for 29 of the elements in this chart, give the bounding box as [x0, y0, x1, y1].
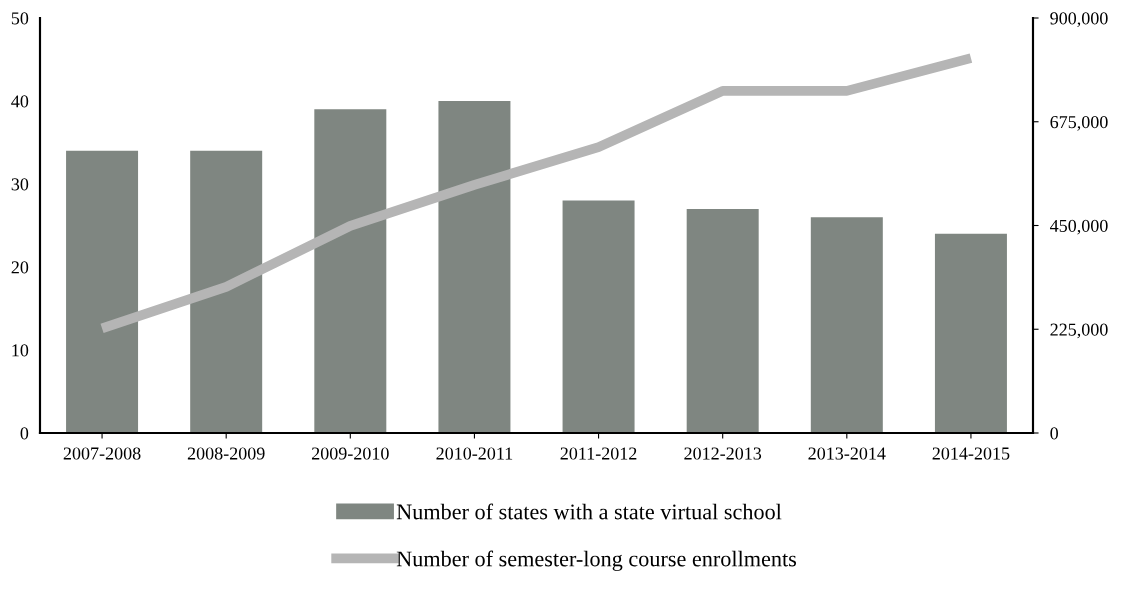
bar	[190, 150, 263, 433]
y2-tick-label: 675,000	[1050, 116, 1108, 131]
bar	[562, 200, 635, 433]
bar	[66, 150, 139, 433]
y2-tick-label: 900,000	[1050, 12, 1108, 28]
y-tick-label: 20	[11, 261, 29, 274]
x-tick-label: 2014-2015	[932, 447, 1010, 460]
bar	[686, 208, 759, 433]
x-tick-label: 2009-2010	[311, 447, 389, 460]
x-tick-label: 2007-2008	[63, 447, 141, 460]
x-tick-label: 2011-2012	[560, 447, 637, 460]
y-tick-label: 30	[11, 178, 29, 191]
y2-tick-label: 0	[1050, 427, 1059, 440]
y-tick-label: 40	[11, 95, 29, 108]
y-tick-label: 10	[12, 344, 29, 357]
y-tick-label: 0	[20, 427, 29, 440]
x-tick-label: 2013-2014	[808, 447, 886, 460]
bar	[810, 217, 883, 433]
legend-label: Number of states with a state virtual school	[396, 503, 782, 520]
y2-tick-label: 450,000	[1050, 219, 1108, 235]
x-tick-label: 2012-2013	[684, 447, 762, 460]
y-tick-label: 50	[11, 12, 29, 25]
bar	[314, 109, 387, 433]
x-tick-label: 2010-2011	[436, 447, 513, 460]
x-tick-label: 2008-2009	[187, 447, 265, 460]
bar	[438, 101, 511, 433]
y2-tick-label: 225,000	[1050, 323, 1108, 339]
legend-label: Number of semester-long course enrollments	[396, 550, 797, 571]
bar	[934, 233, 1007, 433]
